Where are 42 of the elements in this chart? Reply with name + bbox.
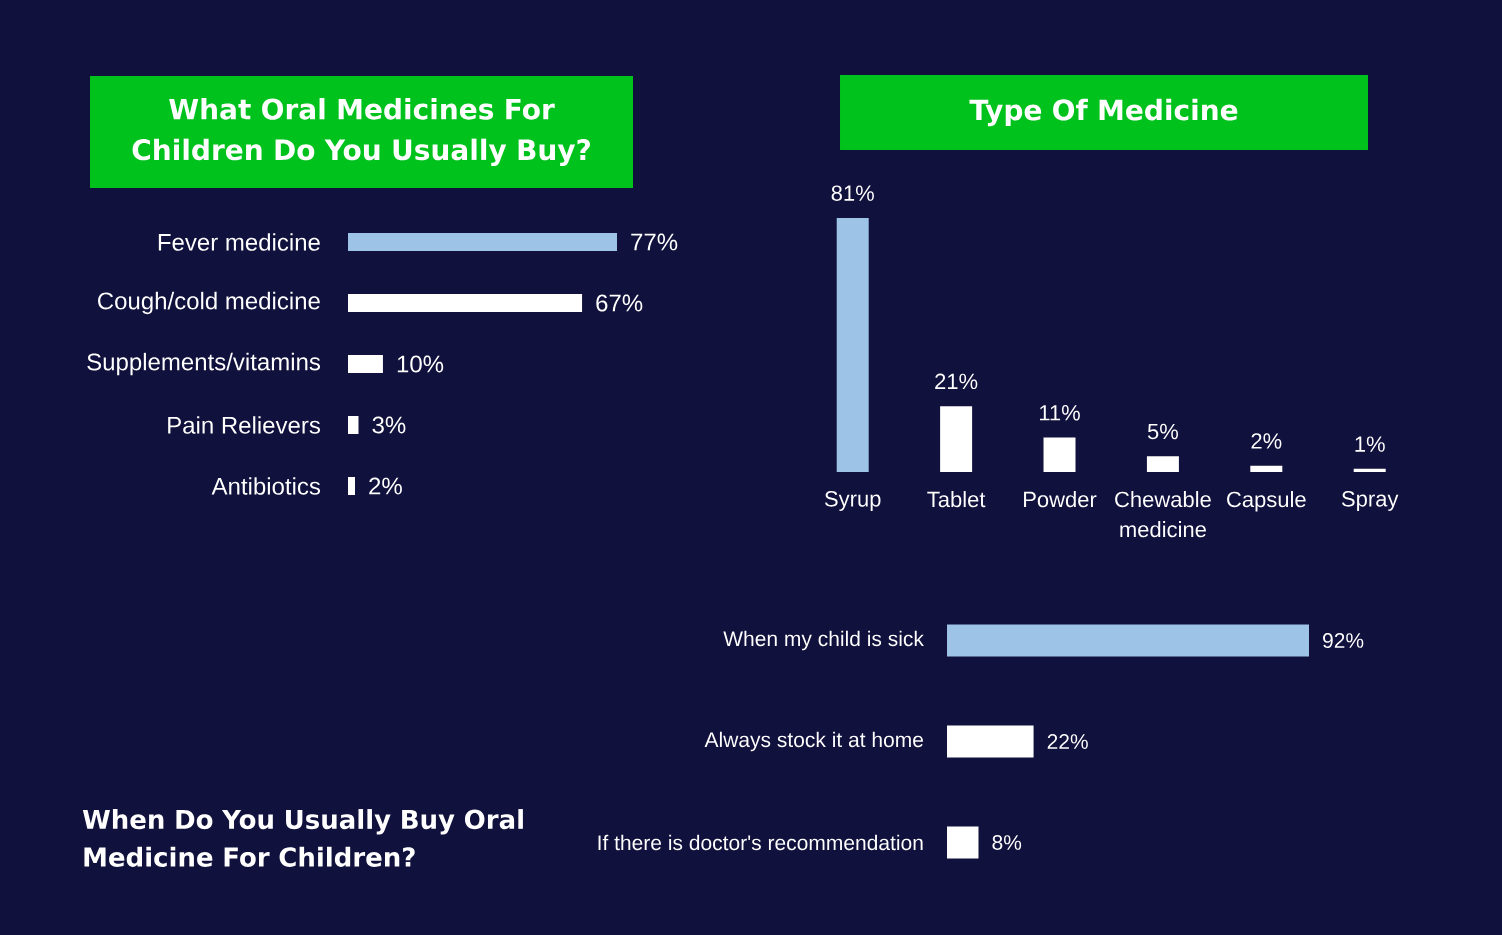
data-label: 67% (596, 294, 643, 312)
data-label: 77% (631, 233, 678, 251)
chart-title: What Oral Medicines For Children Do You Usually Buy? (132, 98, 591, 166)
data-label: 10% (397, 355, 444, 373)
x-tick-label: Chewable medicine (1115, 491, 1211, 538)
y-tick-label: Antibiotics (211, 477, 321, 495)
bar (348, 354, 383, 373)
bar (348, 293, 583, 312)
x-tick-label: Spray (1341, 491, 1399, 511)
data-label: 3% (372, 416, 406, 434)
bar (940, 406, 973, 472)
bar (1250, 465, 1283, 472)
data-label: 8% (992, 835, 1022, 850)
y-tick-label: Supplements/vitamins (87, 352, 321, 376)
data-label: 2% (1251, 433, 1282, 449)
x-tick-label: Tablet (927, 491, 986, 508)
data-label: 2% (369, 477, 402, 495)
bar (836, 217, 869, 472)
y-tick-label: Cough/cold medicine (98, 291, 320, 315)
data-label: 21% (935, 373, 978, 390)
bar (348, 415, 359, 434)
x-tick-label: Powder (1024, 491, 1097, 508)
data-label: 22% (1047, 734, 1088, 749)
bar (348, 476, 355, 495)
data-label: 5% (1147, 423, 1179, 440)
bar (348, 232, 617, 251)
bar (1353, 468, 1386, 472)
chart-title: Type Of Medicine (969, 98, 1238, 127)
bar (1043, 437, 1076, 472)
y-tick-label: Pain Relievers (168, 416, 321, 434)
text: When Do You Usually Buy Oral Medicine For Children? (82, 809, 523, 867)
y-tick-label: When my child is sick (723, 630, 924, 651)
data-label: 81% (831, 185, 874, 201)
y-tick-label: Always stock it at home (704, 731, 923, 752)
data-label: 92% (1323, 633, 1364, 648)
data-label: 1% (1355, 436, 1385, 452)
y-tick-label: Fever medicine (158, 233, 320, 251)
x-tick-label: Capsule (1227, 491, 1306, 512)
data-label: 11% (1039, 405, 1080, 421)
y-tick-label: If there is doctor's recommendation (598, 834, 923, 851)
bar (1146, 456, 1179, 472)
x-tick-label: Syrup (824, 491, 881, 511)
